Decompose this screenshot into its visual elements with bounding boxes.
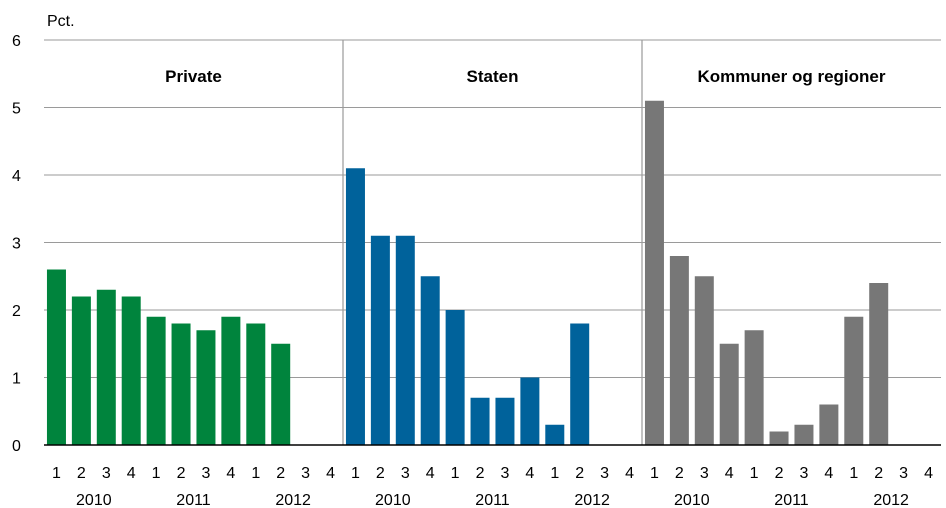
- x-tick-label: 2: [376, 465, 385, 482]
- x-tick-label: 3: [202, 465, 211, 482]
- year-label: 2012: [873, 492, 909, 508]
- year-label: 2010: [76, 492, 112, 508]
- x-tick-label: 2: [276, 465, 285, 482]
- x-tick-label: 3: [102, 465, 111, 482]
- x-tick-label: 1: [650, 465, 659, 482]
- panel-title: Private: [165, 67, 222, 86]
- y-tick-label: 0: [12, 438, 21, 455]
- bar: [744, 330, 764, 445]
- x-tick-label: 2: [77, 465, 86, 482]
- bar: [495, 397, 515, 445]
- bar: [445, 310, 465, 445]
- bar: [196, 330, 216, 445]
- y-axis-label: Pct.: [47, 13, 75, 30]
- bar: [171, 323, 191, 445]
- bar: [570, 323, 590, 445]
- x-tick-label: 2: [874, 465, 883, 482]
- panel-title: Kommuner og regioner: [698, 67, 886, 86]
- bar: [370, 235, 390, 445]
- bar: [869, 283, 889, 445]
- y-axis: Pct. 0 1 2 3 4 5 6: [12, 13, 75, 455]
- x-tick-label: 1: [849, 465, 858, 482]
- bar: [794, 424, 814, 445]
- x-tick-label: 1: [251, 465, 260, 482]
- x-tick-label: 3: [501, 465, 510, 482]
- bar: [221, 316, 241, 445]
- x-tick-label: 4: [127, 465, 136, 482]
- bar: [345, 168, 365, 445]
- x-tick-label: 3: [301, 465, 310, 482]
- year-label: 2011: [774, 492, 809, 508]
- bar: [246, 323, 266, 445]
- bar: [96, 289, 116, 445]
- x-tick-label: 4: [625, 465, 634, 482]
- bar: [545, 424, 565, 445]
- x-tick-label: 4: [924, 465, 933, 482]
- bar: [71, 296, 91, 445]
- x-tick-label: 3: [899, 465, 908, 482]
- x-tick-label: 2: [177, 465, 186, 482]
- bar: [644, 100, 664, 445]
- x-tick-label: 4: [824, 465, 833, 482]
- x-tick-label: 4: [525, 465, 534, 482]
- bar: [420, 276, 440, 445]
- x-tick-label: 1: [152, 465, 161, 482]
- year-label: 2012: [574, 492, 610, 508]
- panel: Private: [46, 67, 291, 445]
- y-tick-label: 4: [12, 168, 21, 185]
- x-tick-label: 3: [401, 465, 410, 482]
- x-tick-label: 2: [575, 465, 584, 482]
- x-tick-label: 4: [326, 465, 335, 482]
- x-tick-label: 4: [226, 465, 235, 482]
- bar: [121, 296, 141, 445]
- bar: [271, 343, 291, 445]
- x-tick-label: 1: [750, 465, 759, 482]
- year-label: 2010: [375, 492, 411, 508]
- bar: [146, 316, 166, 445]
- x-tick-label: 3: [600, 465, 609, 482]
- year-label: 2011: [176, 492, 211, 508]
- x-tick-label: 2: [675, 465, 684, 482]
- bar: [769, 431, 789, 445]
- x-tick-label: 1: [52, 465, 61, 482]
- panel: Kommuner og regioner: [644, 67, 889, 445]
- bar: [395, 235, 415, 445]
- bar: [46, 269, 66, 445]
- x-tick-label: 2: [775, 465, 784, 482]
- panel: Staten: [345, 67, 590, 445]
- x-tick-label: 1: [351, 465, 360, 482]
- x-tick-label: 1: [451, 465, 460, 482]
- y-tick-label: 3: [12, 236, 21, 253]
- year-label: 2012: [275, 492, 311, 508]
- panels: Private Staten Kommuner og regioner: [46, 67, 889, 445]
- bar: [470, 397, 490, 445]
- year-label: 2011: [475, 492, 510, 508]
- x-tick-label: 3: [800, 465, 809, 482]
- x-tick-label: 1: [550, 465, 559, 482]
- y-tick-label: 5: [12, 101, 21, 118]
- panel-title: Staten: [467, 67, 519, 86]
- gridlines: [44, 39, 941, 445]
- x-tick-label: 4: [725, 465, 734, 482]
- bar: [719, 343, 739, 445]
- bar: [669, 256, 689, 445]
- x-tick-label: 4: [426, 465, 435, 482]
- bar: [520, 377, 540, 445]
- bar: [819, 404, 839, 445]
- y-tick-label: 2: [12, 303, 21, 320]
- y-tick-label: 1: [12, 371, 21, 388]
- bar: [694, 276, 714, 445]
- year-label: 2010: [674, 492, 710, 508]
- x-tick-label: 3: [700, 465, 709, 482]
- bar: [844, 316, 864, 445]
- x-tick-label: 2: [476, 465, 485, 482]
- y-tick-label: 6: [12, 33, 21, 50]
